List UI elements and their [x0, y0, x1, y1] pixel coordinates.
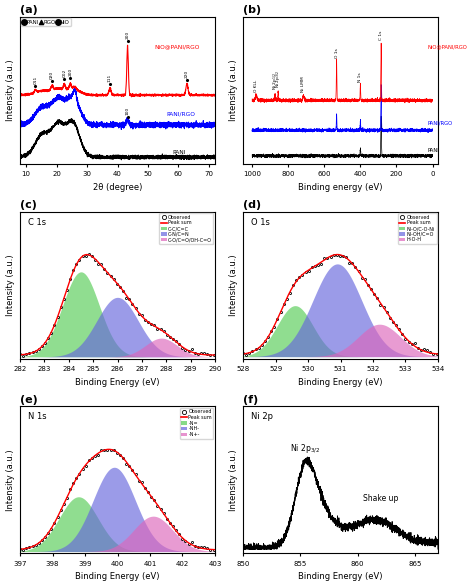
Text: Ni 2p$_{1/2}$: Ni 2p$_{1/2}$	[271, 72, 279, 90]
Text: PANI: PANI	[427, 149, 439, 153]
Text: O 1s: O 1s	[335, 48, 338, 58]
Text: 111: 111	[108, 73, 112, 82]
Text: Ni 2p$_{3/2}$: Ni 2p$_{3/2}$	[290, 443, 320, 455]
Legend: Observed, Peak sum, Ni-O/C-O-Ni, Ni-OH/C=O, H-O-H: Observed, Peak sum, Ni-O/C-O-Ni, Ni-OH/C…	[398, 213, 437, 244]
Text: 200: 200	[68, 68, 73, 76]
X-axis label: Binding Energy (eV): Binding Energy (eV)	[75, 572, 160, 582]
Text: Ni 2p$_{3/2}$: Ni 2p$_{3/2}$	[274, 70, 282, 88]
Text: N 1s: N 1s	[358, 72, 363, 82]
Y-axis label: Intensity (a.u.): Intensity (a.u.)	[6, 449, 15, 511]
Y-axis label: Intensity (a.u.): Intensity (a.u.)	[228, 59, 237, 121]
Text: Ni 2p: Ni 2p	[251, 412, 273, 421]
X-axis label: Binding Energy (eV): Binding Energy (eV)	[75, 377, 160, 387]
Text: 002: 002	[62, 69, 66, 77]
Legend: PANI, RGO, NiO: PANI, RGO, NiO	[21, 18, 71, 26]
X-axis label: 2θ (degree): 2θ (degree)	[93, 183, 142, 192]
Text: NiO@PANI/RGO: NiO@PANI/RGO	[154, 45, 200, 49]
X-axis label: Binding Energy (eV): Binding Energy (eV)	[298, 377, 383, 387]
Text: (a): (a)	[20, 5, 38, 15]
X-axis label: Binding Energy (eV): Binding Energy (eV)	[298, 572, 383, 582]
Text: PANI/RGO: PANI/RGO	[166, 112, 195, 116]
Text: O 1s: O 1s	[251, 218, 270, 227]
Text: PANI: PANI	[173, 150, 186, 156]
Text: 100: 100	[126, 106, 129, 114]
Text: O KLL: O KLL	[254, 79, 258, 92]
Text: Ni LMM: Ni LMM	[301, 76, 305, 92]
Text: C 1s: C 1s	[379, 31, 383, 40]
Text: 220: 220	[185, 70, 189, 78]
Y-axis label: Intensity (a.u.): Intensity (a.u.)	[228, 254, 237, 316]
Text: (b): (b)	[243, 5, 261, 15]
Legend: Observed, Peak sum, C-C/C=C, C-N/C=N, C-O/C=O/OH-C=O: Observed, Peak sum, C-C/C=C, C-N/C=N, C-…	[159, 213, 213, 244]
Text: 020: 020	[50, 70, 54, 79]
Text: (d): (d)	[243, 200, 261, 210]
Text: (f): (f)	[243, 395, 258, 405]
Text: (c): (c)	[20, 200, 37, 210]
Text: C 1s: C 1s	[28, 218, 46, 227]
Text: N 1s: N 1s	[28, 412, 46, 421]
Legend: Observed, Peak sum, -N=, -NH-, -N+-: Observed, Peak sum, -N=, -NH-, -N+-	[180, 408, 213, 438]
Text: 011: 011	[33, 75, 37, 83]
Y-axis label: Intensity (a.u.): Intensity (a.u.)	[6, 59, 15, 121]
Text: NiO@PANI/RGO: NiO@PANI/RGO	[427, 45, 467, 49]
Text: 200: 200	[126, 31, 129, 39]
Y-axis label: Intensity (a.u.): Intensity (a.u.)	[6, 254, 15, 316]
X-axis label: Binding energy (eV): Binding energy (eV)	[298, 183, 383, 192]
Text: (e): (e)	[20, 395, 38, 405]
Text: Shake up: Shake up	[363, 494, 398, 503]
Y-axis label: Intensity (a.u.): Intensity (a.u.)	[228, 449, 237, 511]
Text: PANI/RGO: PANI/RGO	[427, 121, 452, 126]
